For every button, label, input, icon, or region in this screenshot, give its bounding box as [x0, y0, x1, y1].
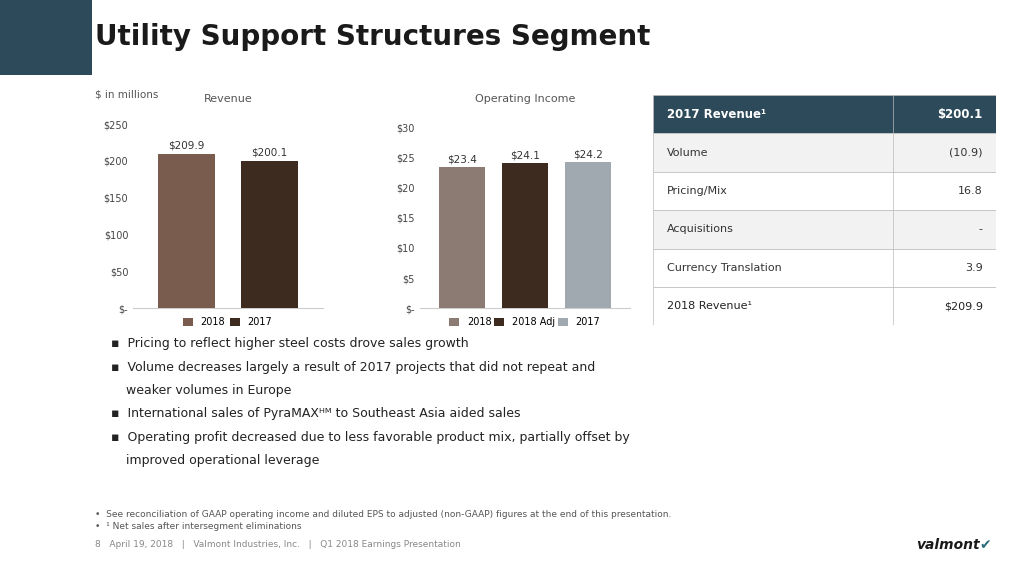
- Polygon shape: [14, 6, 39, 37]
- Legend: 2018, 2018 Adj, 2017: 2018, 2018 Adj, 2017: [445, 313, 604, 331]
- Text: $ in millions: $ in millions: [95, 89, 159, 99]
- Text: improved operational leverage: improved operational leverage: [126, 454, 319, 468]
- Bar: [564, 162, 611, 308]
- Title: Revenue: Revenue: [204, 94, 252, 104]
- Text: $209.9: $209.9: [168, 141, 205, 151]
- Text: ▪  International sales of PyraMAXᴴᴹ to Southeast Asia aided sales: ▪ International sales of PyraMAXᴴᴹ to So…: [111, 407, 520, 420]
- Text: 2017 Revenue¹: 2017 Revenue¹: [667, 108, 766, 121]
- Bar: [653, 95, 996, 134]
- Text: $209.9: $209.9: [944, 301, 983, 311]
- Text: 16.8: 16.8: [957, 186, 983, 196]
- Text: $200.1: $200.1: [937, 108, 983, 121]
- Text: •  See reconciliation of GAAP operating income and diluted EPS to adjusted (non-: • See reconciliation of GAAP operating i…: [95, 510, 672, 519]
- Text: 2018 Revenue¹: 2018 Revenue¹: [667, 301, 752, 311]
- Text: 3.9: 3.9: [965, 263, 983, 273]
- Bar: [502, 163, 548, 308]
- Text: weaker volumes in Europe: weaker volumes in Europe: [126, 384, 291, 397]
- Polygon shape: [35, 6, 59, 37]
- Bar: [653, 210, 996, 249]
- Bar: [653, 287, 996, 325]
- Text: ▪  Operating profit decreased due to less favorable product mix, partially offse: ▪ Operating profit decreased due to less…: [111, 431, 630, 445]
- Text: Volume: Volume: [667, 147, 709, 158]
- Text: ✔: ✔: [979, 538, 990, 552]
- Text: $24.1: $24.1: [510, 150, 540, 160]
- Text: -: -: [979, 225, 983, 234]
- Text: (10.9): (10.9): [949, 147, 983, 158]
- Text: Pricing/Mix: Pricing/Mix: [667, 186, 728, 196]
- Text: $200.1: $200.1: [251, 148, 288, 158]
- Bar: [241, 161, 298, 308]
- Text: ▪  Pricing to reflect higher steel costs drove sales growth: ▪ Pricing to reflect higher steel costs …: [111, 337, 468, 350]
- Text: $23.4: $23.4: [446, 154, 477, 165]
- Text: $24.2: $24.2: [572, 150, 603, 160]
- Bar: [653, 249, 996, 287]
- Bar: [158, 154, 215, 308]
- Bar: [438, 167, 485, 308]
- Bar: [653, 134, 996, 172]
- Legend: 2018, 2017: 2018, 2017: [179, 313, 276, 331]
- Text: 8   April 19, 2018   |   Valmont Industries, Inc.   |   Q1 2018 Earnings Present: 8 April 19, 2018 | Valmont Industries, I…: [95, 540, 461, 550]
- Text: ▪  Volume decreases largely a result of 2017 projects that did not repeat and: ▪ Volume decreases largely a result of 2…: [111, 361, 595, 374]
- Text: Acquisitions: Acquisitions: [667, 225, 734, 234]
- Text: Currency Translation: Currency Translation: [667, 263, 781, 273]
- Text: valmont: valmont: [916, 538, 980, 552]
- Title: Operating Income: Operating Income: [474, 94, 575, 104]
- Text: Utility Support Structures Segment: Utility Support Structures Segment: [95, 24, 650, 51]
- Text: •  ¹ Net sales after intersegment eliminations: • ¹ Net sales after intersegment elimina…: [95, 522, 302, 532]
- Bar: [653, 172, 996, 210]
